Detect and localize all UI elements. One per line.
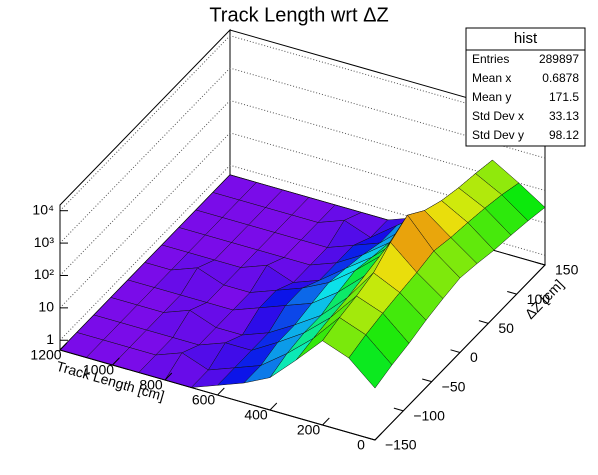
x-tick-label: 1200: [30, 347, 61, 363]
y-tick-label: 50: [498, 320, 514, 336]
y-tick-label: 150: [555, 262, 579, 278]
stats-box: [465, 27, 586, 147]
surface-cell: [348, 334, 393, 389]
x-tick: [374, 432, 383, 441]
z-tick-label: 10: [38, 299, 54, 315]
y-tick: [365, 436, 376, 441]
x-tick: [112, 357, 120, 366]
y-tick: [393, 407, 404, 412]
stats-value: 0.6878: [542, 71, 579, 85]
x-tick: [269, 402, 278, 411]
z-tick-label: 10²: [34, 266, 55, 282]
x-tick-label: 600: [192, 392, 216, 408]
stats-value: 171.5: [549, 90, 579, 104]
stats-name: Mean y: [472, 90, 511, 104]
stats-title: hist: [514, 30, 538, 47]
y-tick-label: −150: [385, 437, 417, 453]
y-tick: [478, 320, 489, 324]
x-tick: [59, 342, 68, 351]
y-tick: [450, 349, 461, 353]
y-tick: [422, 378, 432, 383]
stats-name: Std Dev y: [472, 128, 524, 142]
x-tick: [164, 372, 173, 381]
y-tick-label: −50: [442, 378, 466, 394]
x-tick: [322, 417, 330, 426]
y-tick-label: −100: [413, 408, 445, 424]
x-tick-label: 200: [297, 422, 321, 438]
x-tick-label: 0: [357, 437, 365, 453]
x-tick-label: 400: [244, 407, 268, 423]
stats-name: Std Dev x: [472, 109, 524, 123]
y-tick-label: 100: [527, 291, 551, 307]
z-tick-label: 10⁴: [32, 201, 54, 217]
stats-value: 289897: [539, 52, 579, 66]
chart-title: Track Length wrt ΔZ: [209, 4, 388, 26]
x-tick: [217, 387, 225, 396]
stats-name: Entries: [472, 52, 509, 66]
x-tick-label: 800: [139, 377, 163, 393]
stats-value: 33.13: [549, 109, 579, 123]
y-tick-label: 0: [470, 349, 478, 365]
stats-value: 98.12: [549, 128, 579, 142]
y-tick: [507, 290, 517, 295]
z-tick-label: 10³: [34, 234, 55, 250]
y-tick: [535, 261, 546, 266]
z-tick-label: 1: [46, 331, 54, 347]
stats-name: Mean x: [472, 71, 511, 85]
x-tick-label: 1000: [83, 362, 114, 378]
